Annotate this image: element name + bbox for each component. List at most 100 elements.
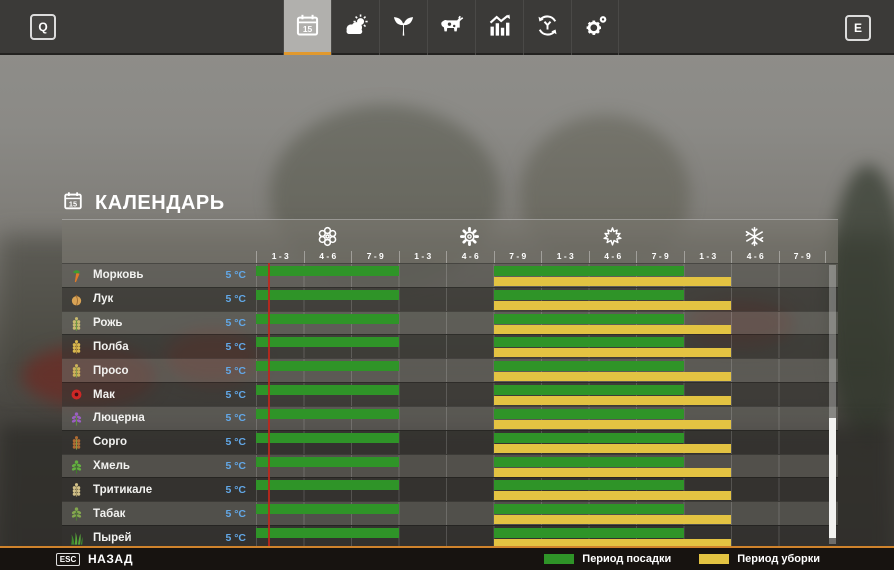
legend-item: Период уборки <box>699 553 820 565</box>
planting-period-bar <box>493 432 684 443</box>
crop-label: Мак 5 °C <box>62 383 256 406</box>
harvest-period-bar <box>493 491 731 501</box>
planting-period-bar <box>256 361 399 372</box>
crop-period-grid <box>256 478 826 502</box>
crop-germination-temp: 5 °C <box>225 317 246 330</box>
crop-name: Морковь <box>93 269 144 282</box>
crop-row: Тритикале 5 °C <box>62 477 838 502</box>
crop-name: Пырей <box>93 531 132 544</box>
planting-period-bar <box>256 313 399 324</box>
crop-germination-temp: 5 °C <box>225 364 246 377</box>
period-label: 4 - 6 <box>446 251 494 263</box>
crop-period-grid <box>256 430 826 454</box>
crop-label: Рожь 5 °C <box>62 312 256 335</box>
tab-economy[interactable] <box>523 0 571 55</box>
planting-period-bar <box>256 385 399 396</box>
period-label: 7 - 9 <box>351 251 399 263</box>
back-label[interactable]: НАЗАД <box>88 552 134 566</box>
tab-weather[interactable] <box>331 0 379 55</box>
planting-period-bar <box>256 266 399 276</box>
crop-label: Люцерна 5 °C <box>62 407 256 430</box>
tab-crops[interactable] <box>379 0 427 55</box>
calendar-icon: 15 <box>294 12 321 44</box>
onion-icon <box>67 290 85 308</box>
crop-germination-temp: 5 °C <box>225 531 246 544</box>
scrollbar-thumb[interactable] <box>829 418 836 538</box>
period-label: 7 - 9 <box>493 251 542 263</box>
crop-name: Сорго <box>93 436 128 449</box>
crop-row: Просо 5 °C <box>62 358 838 383</box>
statistics-icon <box>486 12 513 44</box>
carrot-icon <box>67 266 85 284</box>
planting-period-bar <box>493 266 684 276</box>
period-label: 1 - 3 <box>256 251 304 263</box>
animals-icon <box>438 12 465 44</box>
crop-label: Табак 5 °C <box>62 502 256 525</box>
calendar-icon: 15 <box>62 190 84 217</box>
triticale-icon <box>67 481 85 499</box>
planting-period-bar <box>493 289 684 300</box>
hops-icon <box>67 457 85 475</box>
crop-row: Хмель 5 °C <box>62 453 838 478</box>
harvest-period-bar <box>493 277 731 286</box>
crop-name: Лук <box>93 293 114 306</box>
svg-text:15: 15 <box>69 200 77 209</box>
maple-leaf-icon <box>601 225 624 253</box>
tab-statistics[interactable] <box>475 0 523 55</box>
scrollbar[interactable] <box>829 265 836 544</box>
crop-name: Хмель <box>93 460 130 473</box>
crop-label: Тритикале 5 °C <box>62 478 256 501</box>
season-winter <box>684 220 827 250</box>
crop-germination-temp: 5 °C <box>225 412 246 425</box>
crop-label: Хмель 5 °C <box>62 455 256 478</box>
sorghum-icon <box>67 433 85 451</box>
period-label: 4 - 6 <box>303 251 352 263</box>
harvest-period-bar <box>493 300 731 310</box>
season-spring <box>256 220 399 250</box>
planting-period-bar <box>256 480 399 491</box>
key-hint-esc: ESC <box>56 552 80 566</box>
tab-animals[interactable] <box>427 0 475 55</box>
period-label: 7 - 9 <box>636 251 684 263</box>
tab-calendar[interactable]: 15 <box>283 0 331 55</box>
crop-period-grid <box>256 454 826 478</box>
planting-period-bar <box>493 337 684 348</box>
crop-name: Мак <box>93 388 115 401</box>
crop-name: Просо <box>93 364 129 377</box>
planting-period-bar <box>493 408 684 419</box>
blossom-icon <box>316 225 339 253</box>
planting-period-bar <box>256 456 399 467</box>
planting-period-bar <box>493 385 684 396</box>
harvest-period-bar <box>493 539 731 549</box>
planting-period-bar <box>256 504 399 515</box>
page-title: КАЛЕНДАРЬ <box>95 192 225 214</box>
tab-settings[interactable] <box>571 0 619 55</box>
legend-label: Период посадки <box>582 553 672 565</box>
planting-period-bar <box>256 289 399 300</box>
planting-period-bar <box>493 480 684 491</box>
crop-germination-temp: 5 °C <box>225 507 246 520</box>
crop-period-grid <box>256 311 826 335</box>
planting-period-bar <box>256 337 399 348</box>
legend-swatch <box>699 554 730 564</box>
crop-period-grid <box>256 264 826 287</box>
current-day-line <box>268 263 270 548</box>
planting-period-bar <box>256 432 399 443</box>
crop-row: Табак 5 °C <box>62 501 838 526</box>
economy-icon <box>534 12 561 44</box>
crop-row: Люцерна 5 °C <box>62 405 838 430</box>
harvest-period-bar <box>493 348 731 358</box>
page-title-row: 15 КАЛЕНДАРЬ <box>62 190 225 217</box>
alfalfa-icon <box>67 409 85 427</box>
snowflake-icon <box>743 225 766 253</box>
harvest-period-bar <box>493 396 731 406</box>
settings-icon <box>582 12 609 44</box>
period-label: 1 - 3 <box>541 251 589 263</box>
crop-name: Рожь <box>93 317 123 330</box>
crop-period-grid <box>256 359 826 383</box>
crops-icon <box>390 12 417 44</box>
crop-row: Пырей 5 °C <box>62 525 838 549</box>
